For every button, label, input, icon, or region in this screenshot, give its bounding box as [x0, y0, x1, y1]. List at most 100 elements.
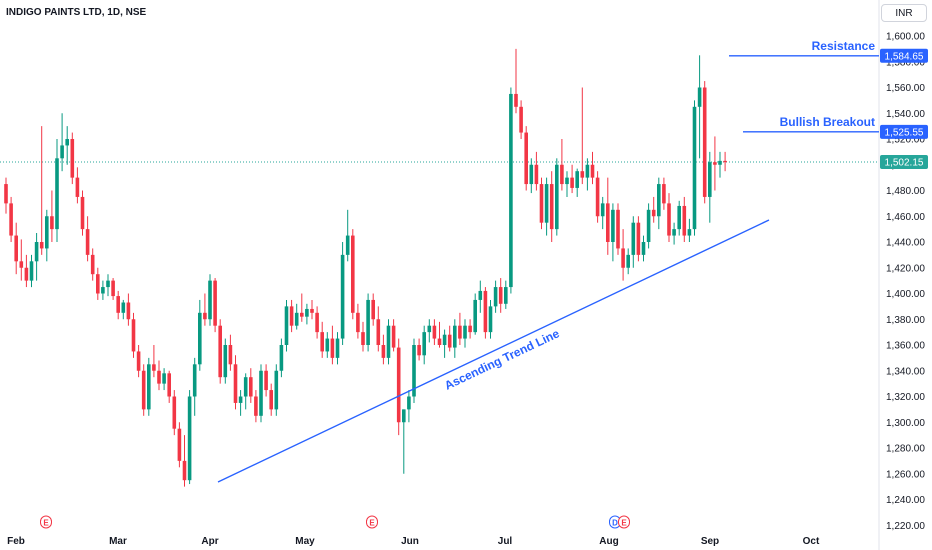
currency-button[interactable]: INR	[881, 4, 927, 22]
candle	[305, 303, 309, 325]
candle	[187, 390, 192, 485]
candle	[549, 171, 554, 242]
candle	[677, 200, 681, 236]
candle	[509, 87, 513, 294]
candle	[600, 196, 605, 230]
candle	[50, 190, 54, 242]
candle	[172, 390, 177, 436]
y-tick-label: 1,460.00	[886, 212, 925, 223]
y-tick-label: 1,540.00	[886, 109, 925, 120]
svg-text:E: E	[43, 519, 49, 528]
candle	[498, 278, 503, 313]
y-tick-label: 1,280.00	[886, 444, 925, 455]
y-tick-label: 1,480.00	[886, 186, 925, 197]
candle	[111, 278, 115, 300]
candle	[381, 334, 386, 365]
candle	[264, 364, 268, 397]
candle	[427, 319, 432, 343]
svg-text:E: E	[369, 519, 375, 528]
candle	[340, 242, 345, 345]
candle	[320, 321, 324, 358]
candle	[289, 299, 294, 333]
candle	[4, 177, 8, 214]
y-tick-label: 1,520.00	[886, 135, 925, 146]
candle	[396, 338, 401, 436]
x-tick-label: Oct	[803, 536, 820, 547]
candle	[351, 229, 355, 320]
candle	[294, 303, 299, 330]
candle	[284, 299, 289, 352]
candle	[136, 345, 141, 378]
candle	[595, 171, 600, 223]
candle	[325, 332, 330, 358]
y-tick-label: 1,240.00	[886, 495, 925, 506]
candle	[330, 325, 335, 365]
candle	[192, 357, 197, 416]
candle	[708, 151, 712, 223]
candle	[376, 306, 381, 352]
candle	[646, 203, 651, 249]
ascending-trend-line	[217, 219, 770, 483]
x-tick-label: Jul	[498, 536, 513, 547]
candle	[493, 280, 498, 313]
candle	[432, 319, 437, 345]
y-tick-label: 1,600.00	[886, 32, 925, 43]
candle	[483, 287, 488, 339]
candle	[167, 370, 171, 403]
candle	[39, 126, 44, 255]
earnings-marker[interactable]: E	[366, 515, 378, 529]
y-tick-label: 1,320.00	[886, 392, 925, 403]
y-tick-label: 1,340.00	[886, 366, 925, 377]
svg-text:E: E	[621, 519, 627, 528]
candle	[611, 203, 615, 262]
earnings-marker[interactable]: E	[40, 515, 52, 529]
candle	[702, 81, 707, 204]
candle	[534, 151, 539, 191]
candle	[366, 293, 370, 352]
candle	[621, 229, 625, 281]
resistance-price-tag: 1,584.65	[885, 51, 924, 62]
candle	[96, 267, 100, 300]
candle	[182, 435, 187, 487]
candle	[121, 299, 126, 320]
candle	[631, 216, 636, 268]
y-tick-label: 1,300.00	[886, 418, 925, 429]
candle	[590, 151, 595, 185]
y-tick-label: 1,560.00	[886, 83, 925, 94]
candle	[19, 239, 24, 281]
candle	[682, 196, 687, 242]
y-tick-label: 1,380.00	[886, 315, 925, 326]
candle	[126, 293, 131, 326]
candle	[697, 55, 702, 159]
candle	[361, 321, 365, 352]
candle	[203, 293, 207, 326]
candle	[478, 280, 483, 313]
candle	[473, 293, 477, 335]
candle	[70, 132, 75, 185]
candle	[141, 364, 146, 416]
y-tick-label: 1,420.00	[886, 263, 925, 274]
y-tick-label: 1,260.00	[886, 469, 925, 480]
candle	[243, 373, 248, 410]
candle	[29, 254, 34, 288]
candle	[391, 319, 396, 352]
earnings-marker[interactable]: E	[618, 515, 630, 529]
candle	[152, 345, 156, 378]
candle	[131, 312, 136, 358]
candle	[692, 100, 697, 236]
candle	[713, 136, 717, 191]
candle	[106, 274, 110, 297]
x-tick-label: Apr	[201, 536, 218, 547]
candle	[162, 368, 166, 391]
candle	[269, 383, 273, 416]
candle	[437, 321, 442, 348]
candle	[570, 164, 574, 194]
candle	[651, 196, 656, 223]
x-tick-label: Mar	[109, 536, 127, 547]
candle	[24, 254, 29, 288]
candle	[14, 222, 18, 275]
candle	[177, 422, 182, 468]
svg-text:D: D	[612, 519, 618, 528]
resistance-label: Resistance	[812, 39, 876, 53]
